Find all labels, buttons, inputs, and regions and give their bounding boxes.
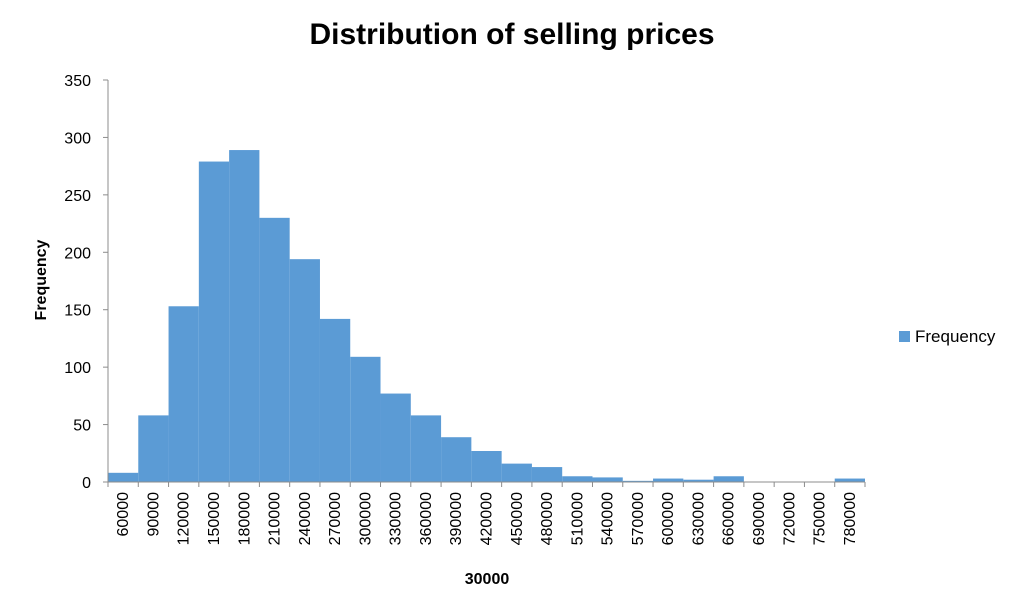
x-tick-label: 60000 xyxy=(115,492,132,537)
x-tick-label: 780000 xyxy=(842,492,859,545)
x-tick-label: 480000 xyxy=(539,492,556,545)
x-tick-label: 180000 xyxy=(236,492,253,545)
y-tick-label: 0 xyxy=(82,475,91,492)
x-tick-label: 150000 xyxy=(206,492,223,545)
y-tick-label: 100 xyxy=(64,360,91,377)
x-tick-label: 90000 xyxy=(145,492,162,537)
bar-270000 xyxy=(319,318,351,482)
x-tick-label: 240000 xyxy=(297,492,314,545)
legend-label: Frequency xyxy=(915,327,996,346)
y-tick-label: 350 xyxy=(64,73,91,90)
bar-480000 xyxy=(531,467,563,482)
axes-group xyxy=(107,80,865,483)
x-tick-label: 600000 xyxy=(660,492,677,545)
y-tick-label: 50 xyxy=(73,418,91,435)
bar-510000 xyxy=(562,476,593,482)
ticks-group: 0 50 100 150 200 250 300 350 60000 90000 120000 150… xyxy=(64,73,866,545)
x-tick-label: 300000 xyxy=(357,492,374,545)
bar-450000 xyxy=(501,463,532,482)
y-axis-label: Frequency xyxy=(33,239,50,320)
bar-360000 xyxy=(410,415,442,482)
x-tick-label: 540000 xyxy=(600,492,617,545)
x-tick-label: 120000 xyxy=(176,492,193,545)
y-tick-label: 250 xyxy=(64,188,91,205)
bar-150000 xyxy=(198,161,230,483)
bar-420000 xyxy=(471,450,502,482)
x-tick-label: 570000 xyxy=(630,492,647,545)
y-tick-label: 150 xyxy=(64,303,91,320)
bar-570000 xyxy=(622,480,654,482)
bar-660000 xyxy=(713,476,744,482)
legend-swatch xyxy=(899,331,910,342)
bar-330000 xyxy=(380,393,411,482)
bar-120000 xyxy=(168,306,199,482)
x-tick-label: 690000 xyxy=(751,492,768,545)
bar-600000 xyxy=(653,478,684,482)
x-tick-label: 270000 xyxy=(327,492,344,545)
x-tick-label: 630000 xyxy=(690,492,707,545)
x-tick-label: 360000 xyxy=(418,492,435,545)
bar-300000 xyxy=(350,356,381,482)
bar-90000 xyxy=(138,415,169,482)
bar-60000 xyxy=(108,472,139,482)
x-tick-label: 720000 xyxy=(781,492,798,545)
bar-390000 xyxy=(441,437,472,482)
x-tick-label: 750000 xyxy=(812,492,829,545)
x-tick-label: 210000 xyxy=(267,492,284,545)
bar-780000 xyxy=(834,478,865,482)
x-tick-label: 330000 xyxy=(388,492,405,545)
x-axis-label: 30000 xyxy=(465,571,510,588)
bar-630000 xyxy=(683,479,714,482)
x-tick-label: 660000 xyxy=(721,492,738,545)
bar-210000 xyxy=(259,217,290,482)
bar-180000 xyxy=(229,150,260,482)
x-tick-label: 420000 xyxy=(479,492,496,545)
chart-title: Distribution of selling prices xyxy=(309,18,714,51)
x-tick-label: 390000 xyxy=(448,492,465,545)
bar-540000 xyxy=(592,477,623,482)
bar-240000 xyxy=(289,259,320,482)
y-tick-label: 300 xyxy=(64,130,91,147)
bars-group xyxy=(108,150,865,483)
x-tick-label: 450000 xyxy=(509,492,526,545)
y-tick-label: 200 xyxy=(64,245,91,262)
x-tick-label: 510000 xyxy=(569,492,586,545)
legend: Frequency xyxy=(899,327,996,346)
